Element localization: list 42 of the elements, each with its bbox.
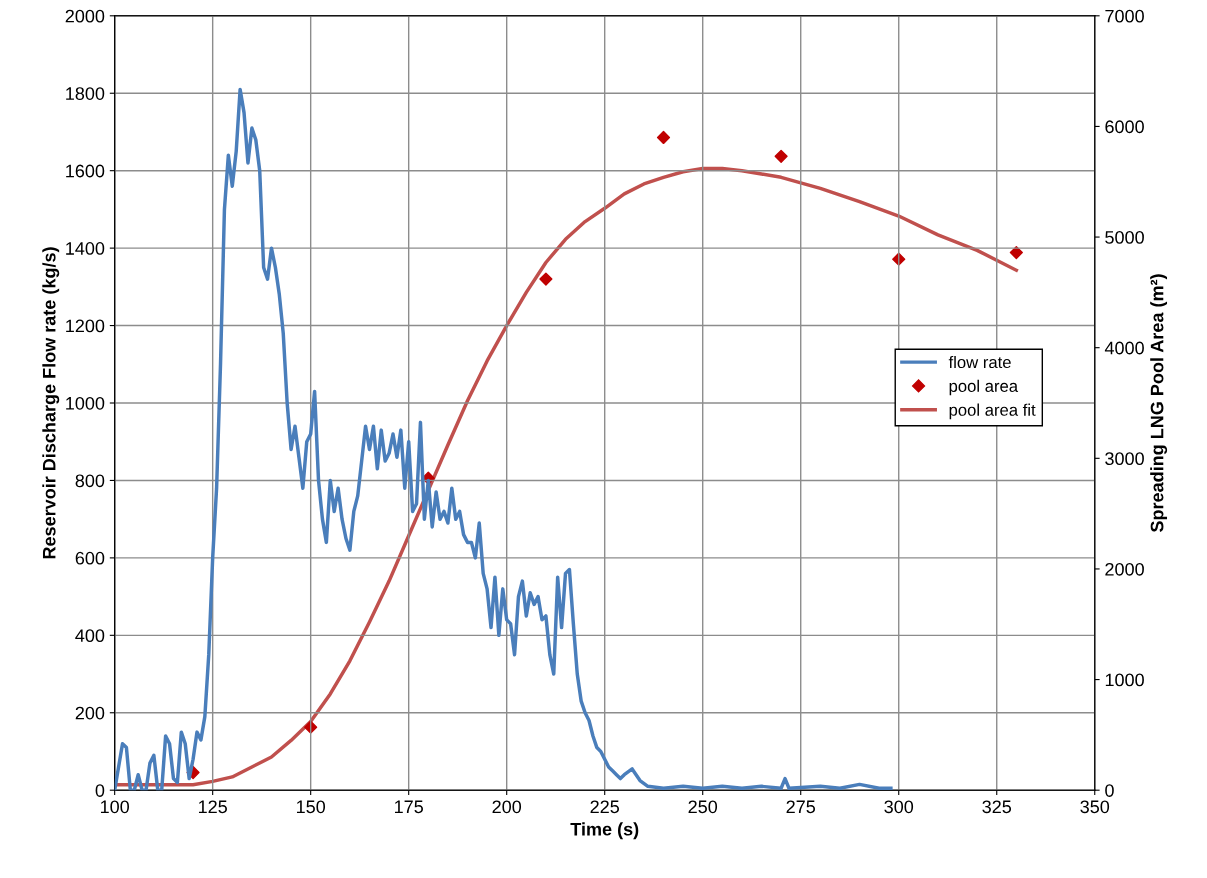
y2-axis-title: Spreading LNG Pool Area (m²) — [1150, 274, 1168, 533]
y-tick-label: 200 — [75, 706, 105, 720]
line-series — [114, 87, 893, 791]
y-tick-label: 0 — [95, 784, 105, 797]
y-tick-label: 400 — [75, 629, 105, 643]
y2-tick-label: 4000 — [1104, 341, 1144, 355]
y-tick-label: 800 — [75, 474, 105, 488]
y2-tick-label: 3000 — [1105, 452, 1144, 466]
y2-tick-label: 7000 — [1105, 9, 1144, 23]
x-tick-label: 175 — [395, 800, 423, 814]
point — [774, 149, 788, 163]
y2-tick-label: 6000 — [1105, 120, 1144, 134]
line-series — [114, 166, 1019, 787]
y-tick-label: 2000 — [65, 9, 105, 23]
y-tick-label: 1000 — [66, 396, 105, 410]
x-tick-label: 125 — [198, 800, 227, 814]
legend-label: pool area — [949, 379, 1019, 396]
y-axis-title: Reservoir Discharge Flow rate (kg/s) — [42, 247, 60, 559]
y2-tick-label: 1000 — [1105, 673, 1144, 687]
x-tick-label: 100 — [100, 800, 130, 814]
y2-tick-label: 2000 — [1105, 562, 1144, 576]
y-tick-label: 600 — [75, 551, 105, 565]
y2-tick-label: 0 — [1105, 784, 1114, 797]
x-tick-label: 300 — [884, 800, 914, 814]
x-tick-label: 350 — [1080, 800, 1110, 814]
point — [656, 130, 671, 145]
x-tick-label: 200 — [492, 800, 522, 814]
x-tick-label: 150 — [297, 800, 326, 814]
legend-label: flow rate — [948, 355, 1011, 369]
y-tick-label: 1200 — [66, 319, 105, 333]
point — [539, 272, 553, 286]
legend-label: pool area fit — [949, 403, 1036, 420]
y-tick-label: 1400 — [66, 242, 105, 255]
x-tick-label: 225 — [590, 800, 620, 814]
y-tick-label: 1600 — [66, 164, 105, 178]
x-tick-label: 275 — [786, 800, 816, 814]
y-tick-label: 1800 — [66, 87, 105, 100]
x-axis-title: Time (s) — [570, 822, 639, 840]
y2-tick-label: 5000 — [1105, 230, 1144, 244]
x-tick-label: 325 — [982, 800, 1012, 814]
x-tick-label: 250 — [688, 800, 718, 814]
point — [304, 720, 318, 734]
